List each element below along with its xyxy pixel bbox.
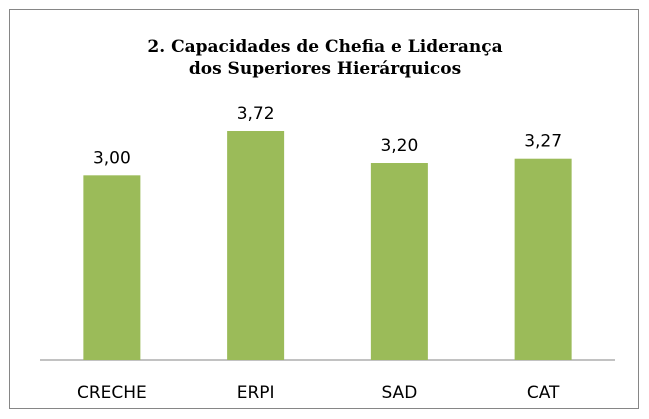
data-label: 3,20 — [380, 136, 418, 156]
bar — [227, 131, 285, 360]
data-label: 3,27 — [524, 132, 562, 152]
x-tick-label: ERPI — [237, 383, 275, 403]
data-label: 3,72 — [237, 104, 275, 124]
x-tick-label: CRECHE — [77, 383, 147, 403]
x-tick-label: CAT — [527, 383, 560, 403]
bar — [514, 158, 572, 360]
bar — [83, 175, 141, 360]
bar — [370, 163, 428, 360]
data-label: 3,00 — [93, 148, 131, 168]
chart-title: 2. Capacidades de Chefia e Liderança dos… — [147, 37, 503, 79]
x-tick-label: SAD — [381, 383, 417, 403]
chart-frame — [9, 9, 639, 409]
